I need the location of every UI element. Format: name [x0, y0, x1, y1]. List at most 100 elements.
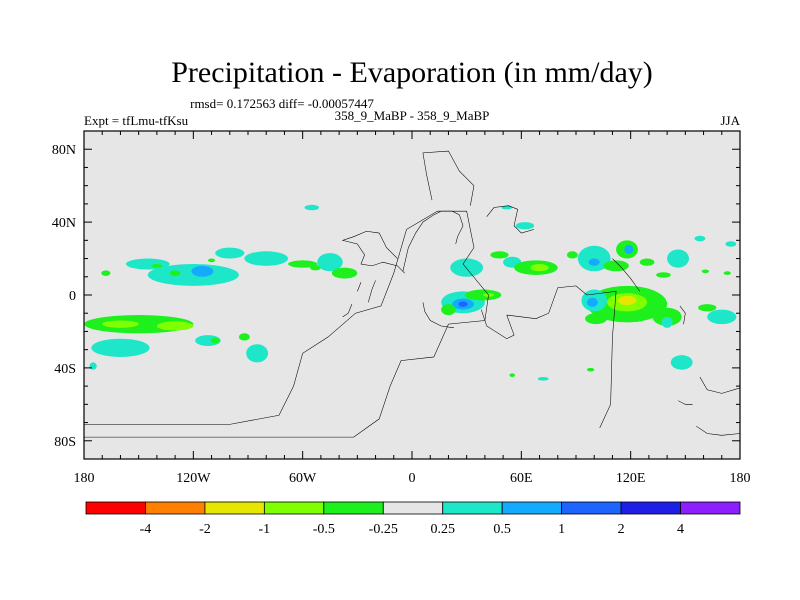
anomaly-contour-1 [102, 320, 139, 328]
colorbar-label-9: 4 [677, 522, 684, 537]
coastline-11 [612, 259, 639, 292]
chart-title: Precipitation - Evaporation (in mm/day) [171, 56, 653, 89]
contour-fills [84, 204, 737, 381]
colorbar-swatch-7 [501, 501, 563, 515]
colorbar-swatch-10 [680, 501, 741, 515]
anomaly-contour-10 [147, 264, 239, 286]
coastline-9 [423, 151, 474, 206]
colorbar-label-4: -0.25 [369, 522, 398, 537]
x-tick-label-3: 0 [409, 471, 416, 486]
anomaly-contour-13 [215, 247, 245, 259]
anomaly-contour-61 [509, 373, 515, 377]
y-tick-label-1: 40N [52, 216, 76, 231]
anomaly-contour-47 [723, 271, 731, 275]
colorbar-label-0: -4 [140, 522, 152, 537]
anomaly-contour-26 [464, 289, 502, 301]
x-tick-label-5: 120E [616, 471, 646, 486]
anomaly-contour-36 [588, 258, 600, 266]
colorbar-label-7: 1 [558, 522, 565, 537]
colorbar-swatch-9 [620, 501, 681, 515]
anomaly-contour-59 [586, 367, 595, 372]
colorbar-label-3: -0.5 [313, 522, 335, 537]
x-tick-label-6: 180 [730, 471, 751, 486]
anomaly-contour-25 [441, 304, 456, 316]
x-tick-label-2: 60W [289, 471, 317, 486]
coastline-15 [678, 401, 693, 405]
map-area [84, 131, 740, 459]
coastline-12 [680, 306, 685, 324]
anomaly-contour-15 [288, 260, 318, 268]
anomaly-contour-32 [530, 264, 549, 272]
coastline-10 [487, 206, 534, 233]
anomaly-contour-53 [585, 313, 607, 325]
season-label: JJA [720, 113, 740, 128]
anomaly-contour-17 [317, 253, 343, 272]
y-tick-label-0: 80N [52, 143, 76, 158]
colorbar-swatch-8 [561, 501, 622, 515]
anomaly-contour-18 [331, 267, 358, 279]
anomaly-contour-35 [577, 245, 611, 272]
anomaly-contour-34 [501, 205, 513, 210]
coastline-14 [696, 426, 740, 435]
coastline-8 [507, 286, 616, 428]
anomaly-contour-19 [304, 204, 320, 211]
anomaly-contour-7 [246, 344, 269, 363]
coastline-3 [368, 280, 375, 302]
coastline-5 [343, 304, 352, 317]
y-axis: 80N 40N 0 40S 80S [52, 143, 740, 450]
anomaly-contour-40 [624, 244, 634, 254]
experiment-label: Expt = tfLmu-tfKsu [84, 113, 189, 128]
anomaly-contour-60 [537, 377, 549, 381]
anomaly-contour-5 [210, 337, 220, 344]
x-tick-label-1: 120W [176, 471, 211, 486]
colorbar-swatch-4 [323, 501, 384, 515]
colorbar-label-1: -2 [199, 522, 211, 537]
x-tick-label-4: 60E [510, 471, 533, 486]
anomaly-contour-33 [515, 222, 535, 230]
anomaly-contour-43 [656, 272, 671, 278]
coastline-2 [403, 211, 463, 271]
anomaly-contour-11 [191, 265, 214, 277]
anomaly-contour-50 [617, 295, 637, 306]
coastline-1 [343, 231, 405, 273]
anomaly-contour-42 [667, 249, 689, 268]
anomaly-contour-2 [156, 321, 194, 331]
coastlines [84, 151, 740, 437]
colorbar-swatch-5 [382, 501, 444, 515]
anomaly-contour-29 [490, 251, 509, 259]
colorbar-swatch-1 [145, 501, 206, 515]
anomaly-contour-41 [639, 258, 655, 266]
anomaly-contour-44 [694, 235, 706, 242]
colorbar-swatch-0 [85, 501, 146, 515]
anomaly-contour-58 [670, 355, 693, 370]
colorbar-label-2: -1 [259, 522, 271, 537]
anomaly-contour-12 [169, 270, 181, 276]
anomaly-contour-62 [207, 258, 216, 263]
anomaly-contour-4 [195, 335, 221, 347]
anomaly-contour-55 [661, 316, 673, 328]
anomaly-contour-57 [698, 304, 717, 312]
anomaly-contour-24 [458, 301, 468, 307]
coastline-4 [357, 282, 361, 291]
anomaly-contour-45 [725, 241, 737, 247]
colorbar-swatch-3 [263, 501, 325, 515]
anomaly-contour-21 [89, 362, 97, 370]
anomaly-contour-6 [238, 333, 250, 341]
anomaly-contour-9 [151, 264, 163, 268]
anomaly-contour-3 [91, 338, 150, 357]
anomaly-contour-16 [309, 264, 321, 271]
colorbar-swatch-6 [442, 501, 503, 515]
anomaly-contour-52 [586, 297, 598, 307]
anomaly-contour-46 [701, 269, 710, 274]
anomaly-contour-14 [244, 251, 289, 266]
anomaly-contour-56 [707, 309, 737, 325]
coastline-0 [84, 211, 489, 437]
coastline-6 [423, 302, 454, 328]
x-tick-label-0: 180 [74, 471, 95, 486]
coastline-13 [700, 377, 740, 393]
anomaly-contour-37 [566, 251, 578, 259]
y-tick-label-3: 40S [54, 362, 76, 377]
case-label: 358_9_MaBP - 358_9_MaBP [335, 108, 490, 123]
anomaly-contour-28 [450, 258, 484, 277]
